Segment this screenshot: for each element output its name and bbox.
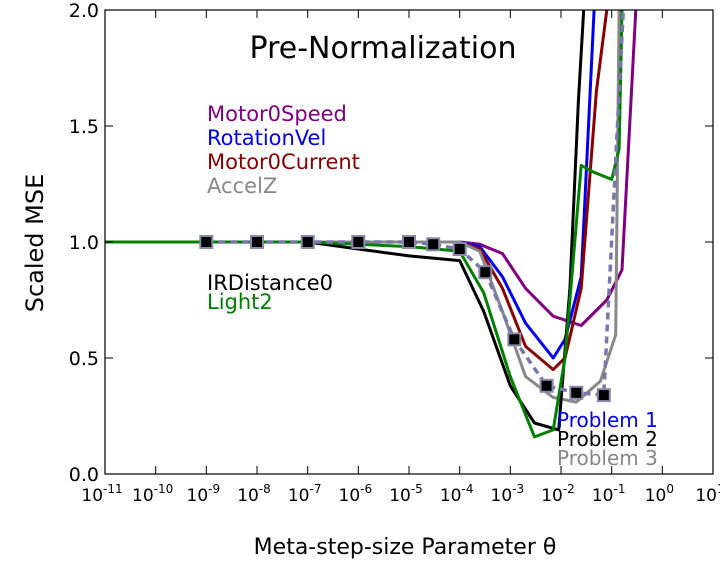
- x-tick-label: 10-6: [339, 482, 373, 506]
- series-lines: [105, 9, 638, 439]
- data-marker: [539, 378, 554, 393]
- data-marker: [351, 235, 366, 249]
- legend-label: Motor0Speed: [207, 102, 347, 126]
- y-tick-label: 2.0: [69, 0, 99, 22]
- legend-label: Motor0Current: [207, 150, 360, 174]
- x-tick-label: 101: [695, 482, 720, 506]
- legend-label: Problem 2: [557, 427, 658, 451]
- series-line-5: [105, 9, 586, 432]
- data-marker: [452, 242, 467, 256]
- x-tick-label: 10-8: [237, 482, 271, 506]
- x-tick-label: 10-1: [592, 482, 626, 506]
- x-tick-label: 10-7: [288, 482, 322, 506]
- series-line-6: [105, 9, 624, 439]
- data-marker: [569, 385, 584, 400]
- y-tick-label: 0.5: [69, 348, 99, 370]
- legend-left: Motor0SpeedRotationVelMotor0CurrentAccel…: [207, 102, 360, 198]
- legend-label: RotationVel: [207, 126, 326, 150]
- series-line-7: [206, 9, 626, 397]
- x-tick-label: 100: [645, 482, 674, 506]
- x-tick-label: 10-9: [187, 482, 221, 506]
- x-tick-label: 10-4: [440, 482, 474, 506]
- legend-label: Problem 3: [557, 446, 658, 470]
- legend-label: IRDistance0: [207, 271, 333, 295]
- x-tick-label: 10-3: [491, 482, 525, 506]
- x-tick-label: 10-5: [389, 482, 423, 506]
- data-marker: [199, 235, 214, 249]
- legend-label: AccelZ: [207, 174, 277, 198]
- x-axis-label: Meta-step-size Parameter θ: [254, 535, 557, 560]
- y-tick-label: 1.0: [69, 232, 99, 254]
- chart-title: Pre-Normalization: [250, 31, 517, 66]
- data-marker: [478, 265, 493, 280]
- y-axis-ticks: 0.0 0.5 1.0 1.5 2.0: [69, 0, 713, 486]
- data-marker: [426, 237, 441, 252]
- y-tick-label: 0.0: [69, 464, 99, 486]
- data-marker: [250, 235, 264, 249]
- data-marker: [507, 332, 522, 347]
- data-marker: [596, 388, 611, 403]
- legend-label: Light2: [207, 290, 273, 314]
- data-markers: [199, 235, 611, 403]
- y-tick-label: 1.5: [69, 116, 99, 138]
- x-tick-label: 10-2: [541, 482, 575, 506]
- x-tick-label: 10-10: [132, 482, 173, 506]
- legend-label: Problem 1: [557, 408, 658, 432]
- y-axis-label: Scaled MSE: [21, 174, 49, 313]
- data-marker: [402, 235, 416, 249]
- data-marker: [300, 235, 315, 249]
